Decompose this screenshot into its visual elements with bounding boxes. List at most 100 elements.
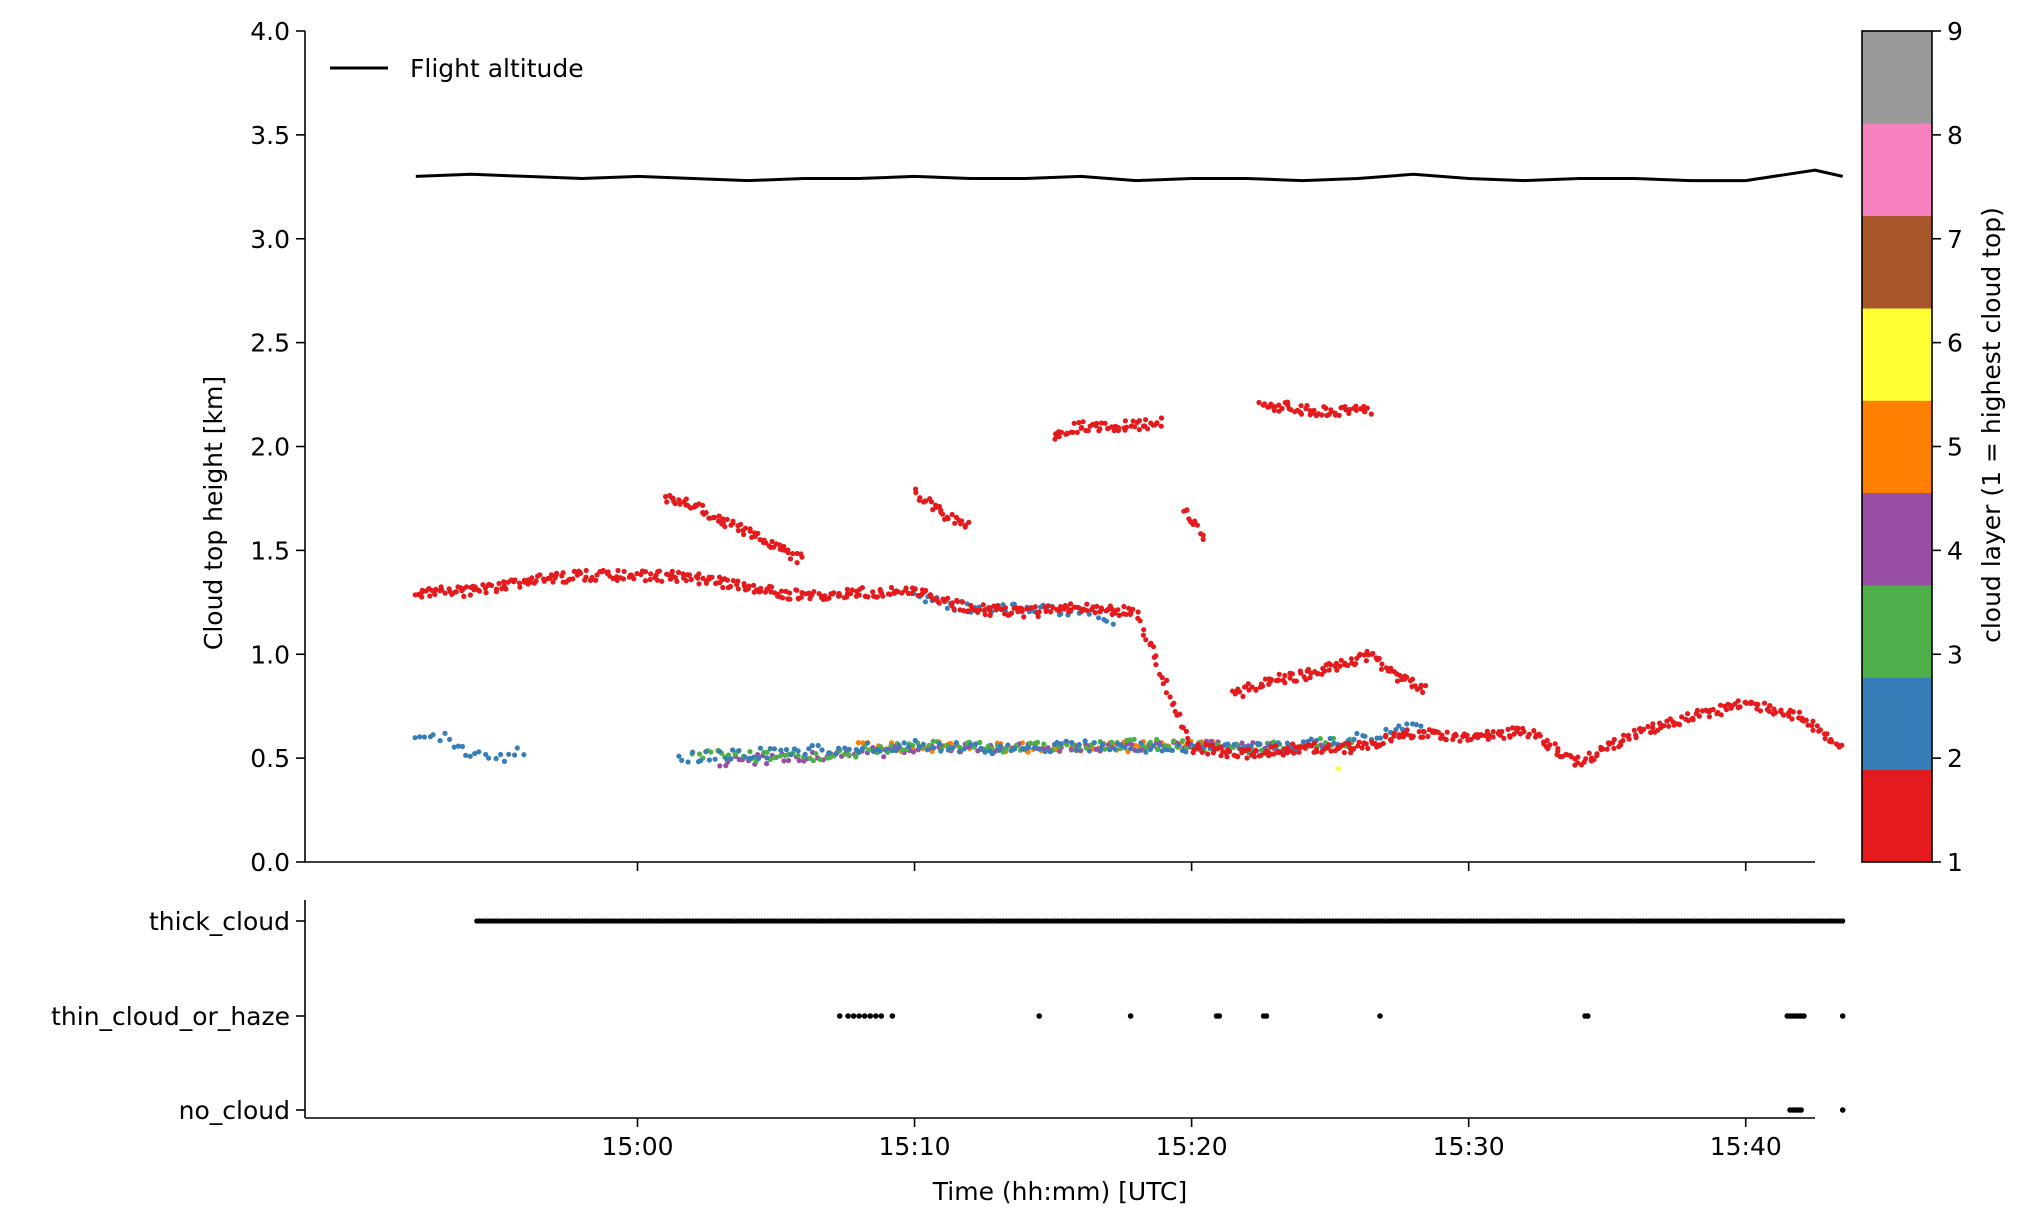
data-point bbox=[738, 521, 744, 528]
data-point bbox=[1611, 736, 1617, 743]
data-point bbox=[1351, 662, 1357, 668]
data-point bbox=[1567, 752, 1573, 758]
data-point bbox=[1810, 727, 1816, 733]
data-point bbox=[664, 499, 670, 505]
data-point bbox=[1150, 644, 1157, 650]
data-point bbox=[864, 740, 870, 746]
no-cloud-point bbox=[1798, 1107, 1804, 1113]
top-y-tick-label: 2.5 bbox=[250, 329, 290, 358]
data-point bbox=[846, 746, 852, 752]
thin-cloud-point bbox=[1127, 1013, 1134, 1019]
data-point bbox=[1024, 606, 1030, 612]
data-point bbox=[1236, 689, 1243, 695]
colorbar-segment bbox=[1862, 123, 1932, 217]
data-point bbox=[1803, 717, 1809, 723]
data-point bbox=[683, 578, 689, 584]
data-point bbox=[764, 749, 770, 755]
data-point bbox=[1423, 683, 1429, 689]
data-point bbox=[755, 530, 761, 537]
data-point bbox=[996, 747, 1002, 753]
data-point bbox=[936, 600, 942, 606]
data-point bbox=[1194, 522, 1200, 528]
data-point bbox=[1158, 423, 1164, 429]
data-point bbox=[959, 599, 966, 605]
data-point bbox=[965, 608, 971, 614]
data-point bbox=[1218, 753, 1224, 759]
no-cloud-point bbox=[1839, 1107, 1846, 1113]
colorbar-segment bbox=[1862, 585, 1932, 678]
data-point bbox=[1814, 723, 1820, 729]
data-point bbox=[1583, 756, 1589, 762]
data-point bbox=[1353, 403, 1359, 409]
data-point bbox=[1383, 726, 1389, 733]
thin-cloud-point bbox=[1377, 1013, 1383, 1019]
data-point bbox=[859, 585, 866, 591]
data-point bbox=[1484, 728, 1490, 734]
category-label: thin_cloud_or_haze bbox=[51, 1002, 290, 1031]
data-point bbox=[826, 595, 832, 601]
data-point bbox=[517, 584, 523, 590]
data-point bbox=[951, 606, 957, 612]
data-point bbox=[1717, 702, 1724, 708]
data-point bbox=[1034, 739, 1041, 746]
data-point bbox=[938, 507, 944, 513]
data-point bbox=[1041, 741, 1047, 747]
data-point bbox=[930, 738, 936, 744]
data-point bbox=[973, 741, 979, 747]
data-point bbox=[1076, 605, 1082, 611]
data-point bbox=[1336, 412, 1342, 418]
data-point bbox=[430, 732, 436, 738]
data-point bbox=[1404, 727, 1410, 733]
x-tick-label: 15:20 bbox=[1156, 1132, 1228, 1161]
data-point bbox=[1621, 732, 1627, 738]
data-point bbox=[882, 747, 889, 753]
data-point bbox=[676, 753, 682, 759]
data-point bbox=[1284, 745, 1290, 751]
thin-cloud-point bbox=[1263, 1013, 1270, 1019]
colorbar-segment bbox=[1862, 31, 1932, 124]
data-point bbox=[1256, 741, 1262, 747]
data-point bbox=[1685, 711, 1691, 717]
data-point bbox=[1313, 746, 1320, 752]
data-point bbox=[483, 590, 489, 596]
data-point bbox=[1376, 655, 1382, 662]
data-point bbox=[529, 575, 535, 581]
data-point bbox=[933, 596, 940, 602]
thin-cloud-point bbox=[878, 1013, 885, 1019]
data-point bbox=[1817, 727, 1823, 733]
data-point bbox=[1482, 733, 1488, 739]
data-point bbox=[844, 586, 850, 593]
data-point bbox=[893, 748, 899, 754]
data-point bbox=[1442, 736, 1448, 742]
data-point bbox=[1626, 736, 1632, 742]
data-point bbox=[920, 741, 927, 747]
data-point bbox=[1154, 736, 1160, 743]
data-point bbox=[888, 742, 894, 749]
data-point bbox=[1276, 402, 1282, 408]
data-point bbox=[1439, 732, 1445, 738]
data-point bbox=[1103, 618, 1110, 624]
top-y-tick-label: 1.5 bbox=[250, 536, 290, 565]
data-point bbox=[944, 605, 951, 611]
data-point bbox=[669, 568, 675, 575]
data-point bbox=[772, 755, 778, 761]
data-point bbox=[1347, 406, 1353, 413]
data-point bbox=[1084, 601, 1090, 607]
data-point bbox=[1303, 677, 1309, 683]
data-point bbox=[1045, 603, 1051, 609]
data-point bbox=[1116, 425, 1122, 431]
data-point bbox=[1164, 677, 1170, 684]
data-point bbox=[1362, 733, 1368, 739]
data-point bbox=[1117, 746, 1123, 752]
data-point bbox=[1308, 736, 1314, 742]
data-point bbox=[1264, 748, 1270, 754]
data-point bbox=[842, 751, 848, 757]
data-point bbox=[1093, 746, 1099, 753]
data-point bbox=[1338, 657, 1344, 663]
data-point bbox=[1521, 729, 1527, 735]
data-point bbox=[1410, 733, 1416, 739]
data-point bbox=[1098, 605, 1104, 611]
data-point bbox=[1058, 741, 1064, 747]
data-point bbox=[1150, 743, 1157, 749]
data-point bbox=[1098, 746, 1104, 752]
